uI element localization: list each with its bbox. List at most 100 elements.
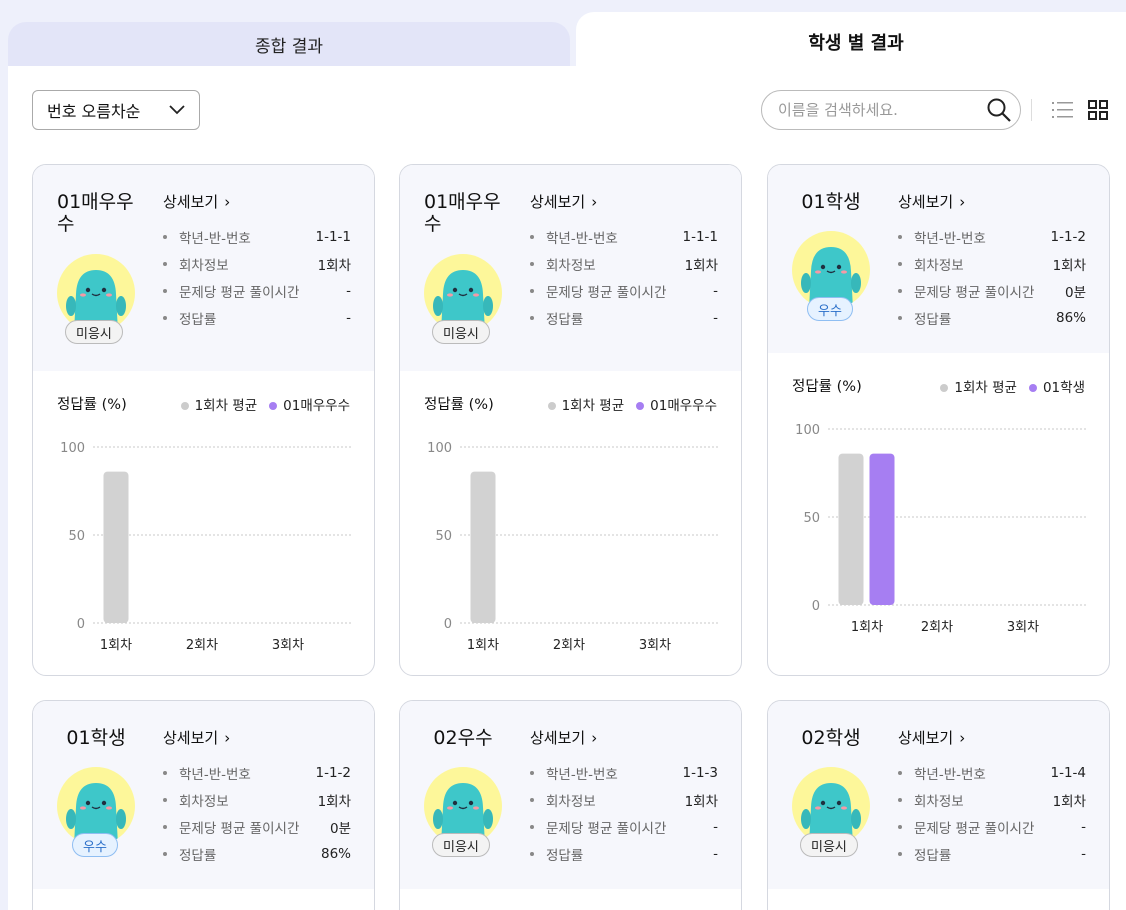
chevron-right-icon: › [224,192,231,211]
y-tick-label: 0 [812,599,820,614]
x-tick-label: 1회차 [100,638,132,653]
info-key: 정답률 [530,844,583,864]
bar-chart: 0 50 100 1회차 2회차 3회차 [795,423,1086,635]
x-tick-label: 3회차 [1007,620,1039,635]
chart-title: 정답률 (%) [57,397,127,413]
info-list: 학년-반-번호 1-1-2 회차정보 1회차 문제당 평균 풀이시간 0분 정답률 86… [898,223,1086,331]
card-summary: 02우수 미응시 상세보기 › 학년-반-번호 1-1-3 회차정보 1회차 문제당 … [400,701,741,889]
chevron-right-icon: › [224,728,231,747]
info-key: 문제당 평균 풀이시간 [898,817,1034,837]
info-key: 정답률 [898,308,951,328]
status-badge: 미응시 [65,320,123,344]
detail-link-label: 상세보기 [530,193,586,211]
avatar [792,767,870,845]
info-key: 문제당 평균 풀이시간 [530,281,666,301]
info-key: 회차정보 [898,790,964,810]
legend-item: 1회차 평균 [547,394,624,414]
x-tick-label: 2회차 [553,638,585,653]
info-value: - [1081,818,1086,835]
student-name: 01매우우수 [57,191,134,235]
detail-link[interactable]: 상세보기 › [898,191,965,212]
detail-link-label: 상세보기 [163,729,219,747]
status-badge: 미응시 [800,833,858,857]
bar [470,471,496,623]
card-summary: 01학생 우수 상세보기 › 학년-반-번호 1-1-2 회차정보 1회차 문제당 평… [33,701,374,889]
detail-link[interactable]: 상세보기 › [163,191,230,212]
chevron-down-icon [169,105,185,115]
detail-link[interactable]: 상세보기 › [530,727,597,748]
sort-select-value: 번호 오름차순 [47,102,141,121]
detail-link-label: 상세보기 [530,729,586,747]
mascot-icon [801,247,861,309]
student-card: 01학생 우수 상세보기 › 학년-반-번호 1-1-2 회차정보 1회차 문제당 평… [767,164,1110,676]
chevron-right-icon: › [591,728,598,747]
toolbar-divider [1031,99,1032,121]
status-badge: 미응시 [432,320,490,344]
grid-view-button[interactable] [1086,98,1110,122]
list-view-button[interactable] [1051,98,1075,122]
info-key: 문제당 평균 풀이시간 [163,817,299,837]
detail-link-label: 상세보기 [898,729,954,747]
detail-link-label: 상세보기 [163,193,219,211]
y-tick-label: 100 [795,423,820,438]
sort-select[interactable]: 번호 오름차순 [32,90,200,130]
info-value: 1-1-1 [682,228,718,245]
info-list: 학년-반-번호 1-1-1 회차정보 1회차 문제당 평균 풀이시간 - 정답률 - [530,223,718,331]
info-key: 학년-반-번호 [898,227,986,247]
info-key: 학년-반-번호 [898,763,986,783]
bar [869,453,895,605]
card-summary: 01매우우수 미응시 상세보기 › 학년-반-번호 1-1-1 회차정보 1회차 문제… [33,165,374,371]
student-name: 02학생 [801,727,861,749]
info-value: 1회차 [317,793,351,810]
student-name: 01매우우수 [424,191,501,235]
grid-view-icon [1088,100,1108,120]
info-list: 학년-반-번호 1-1-3 회차정보 1회차 문제당 평균 풀이시간 - 정답률 - [530,759,718,867]
info-value: 1-1-4 [1050,764,1086,781]
detail-link[interactable]: 상세보기 › [163,727,230,748]
info-value: 1회차 [317,257,351,274]
info-key: 학년-반-번호 [530,227,618,247]
search-icon[interactable] [986,97,1012,123]
info-key: 정답률 [898,844,951,864]
chart-header: 정답률 (%) 1회차 평균 01매우우수 [57,393,350,414]
student-name: 01학생 [801,191,861,213]
tab-overall-results[interactable]: 종합 결과 [8,22,570,66]
search-input[interactable] [778,101,986,119]
info-value: - [1081,845,1086,862]
search-box[interactable] [761,90,1021,130]
card-summary: 01학생 우수 상세보기 › 학년-반-번호 1-1-2 회차정보 1회차 문제당 평… [768,165,1109,353]
bar-chart: 0 50 100 1회차 2회차 3회차 [60,441,351,653]
student-card: 02학생 미응시 상세보기 › 학년-반-번호 1-1-4 회차정보 1회차 문제당 … [767,700,1110,910]
bar [103,471,129,623]
avatar [424,254,502,332]
detail-link[interactable]: 상세보기 › [898,727,965,748]
chart-legend: 1회차 평균 01매우우수 [180,394,350,414]
info-key: 문제당 평균 풀이시간 [530,817,666,837]
x-tick-label: 3회차 [272,638,304,653]
info-key: 문제당 평균 풀이시간 [163,281,299,301]
y-tick-label: 50 [68,529,85,544]
info-value: - [713,845,718,862]
y-tick-label: 100 [60,441,85,456]
detail-link[interactable]: 상세보기 › [530,191,597,212]
info-value: 1-1-3 [682,764,718,781]
student-card: 01매우우수 미응시 상세보기 › 학년-반-번호 1-1-1 회차정보 1회차 문제… [32,164,375,676]
status-badge: 미응시 [432,833,490,857]
status-badge: 우수 [807,297,853,321]
x-tick-label: 2회차 [921,620,953,635]
info-key: 문제당 평균 풀이시간 [898,281,1034,301]
tab-student-results[interactable]: 학생 별 결과 [576,12,1126,72]
chart-header: 정답률 (%) 1회차 평균 01매우우수 [424,393,717,414]
mascot-icon [433,270,493,332]
info-list: 학년-반-번호 1-1-4 회차정보 1회차 문제당 평균 풀이시간 - 정답률 - [898,759,1086,867]
mascot-icon [66,270,126,332]
info-value: 1-1-2 [1050,228,1086,245]
legend-item: 01학생 [1028,376,1085,396]
y-tick-label: 50 [803,511,820,526]
info-key: 학년-반-번호 [530,763,618,783]
student-card: 01학생 우수 상세보기 › 학년-반-번호 1-1-2 회차정보 1회차 문제당 평… [32,700,375,910]
chart-legend: 1회차 평균 01학생 [940,376,1085,396]
info-key: 회차정보 [163,254,229,274]
info-value: 0분 [1064,284,1086,301]
card-summary: 01매우우수 미응시 상세보기 › 학년-반-번호 1-1-1 회차정보 1회차 문제… [400,165,741,371]
